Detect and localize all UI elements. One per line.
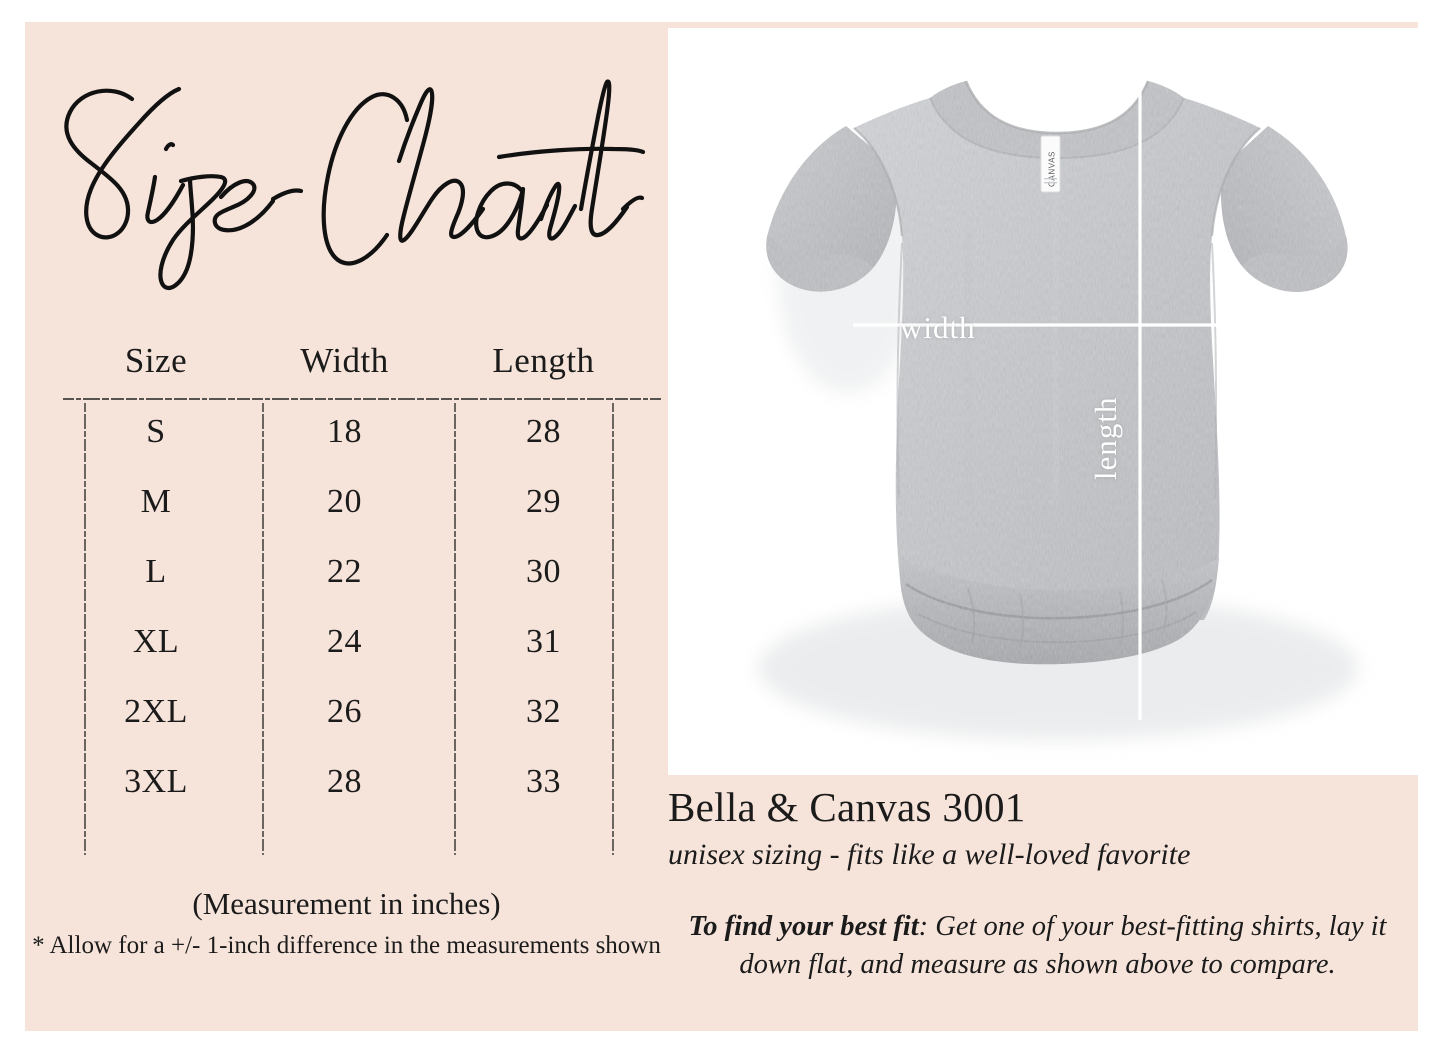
cell-size: 2XL	[124, 693, 188, 730]
fit-instructions: To find your best fit: Get one of your b…	[655, 908, 1420, 984]
table-row: 3XL 28 33	[65, 747, 645, 817]
width-measurement-label: width	[900, 310, 976, 345]
table-row: 2XL 26 32	[65, 677, 645, 747]
page-title-script-art	[64, 79, 646, 291]
neck-tag: CANVAS	[1040, 135, 1061, 193]
table-row: M 20 29	[65, 467, 645, 537]
cell-size: S	[146, 413, 166, 450]
cell-width: 22	[327, 553, 362, 590]
product-tagline: unisex sizing - fits like a well-loved f…	[668, 838, 1191, 871]
size-table: Size Width Length S 18 28 M 20 29	[65, 337, 645, 817]
page-title: Size Chart	[35, 57, 655, 302]
cell-width: 28	[327, 763, 362, 800]
product-name: Bella & Canvas 3001	[668, 784, 1026, 830]
length-measurement-label: length	[1088, 396, 1123, 481]
fit-instructions-lead: To find your best fit	[688, 911, 919, 942]
cell-length: 29	[526, 483, 561, 520]
fit-instructions-body: : Get one of your best-fitting shirts, l…	[739, 911, 1387, 980]
cell-length: 30	[526, 553, 561, 590]
left-column: Size Chart	[25, 22, 668, 1031]
cell-length: 28	[526, 413, 561, 450]
table-row: S 18 28	[65, 397, 645, 467]
table-row: L 22 30	[65, 537, 645, 607]
measurement-unit-note: (Measurement in inches)	[192, 886, 501, 921]
cell-size: M	[140, 483, 172, 520]
column-header-size: Size	[124, 341, 188, 380]
cell-width: 26	[327, 693, 362, 730]
size-table-wrapper: Size Width Length S 18 28 M 20 29	[25, 337, 668, 867]
measurement-guide-lines	[853, 28, 1248, 720]
cell-width: 24	[327, 623, 362, 660]
table-row: XL 24 31	[65, 607, 645, 677]
column-header-width: Width	[300, 341, 389, 380]
cell-width: 18	[327, 413, 362, 450]
cell-length: 31	[526, 623, 561, 660]
product-photo-panel: CANVAS width length	[668, 28, 1418, 775]
cell-size: XL	[132, 623, 180, 660]
column-header-length: Length	[492, 341, 595, 380]
tshirt-flatlay-photo: CANVAS	[668, 28, 1418, 775]
cell-size: 3XL	[124, 763, 188, 800]
cell-width: 20	[327, 483, 362, 520]
cell-length: 33	[526, 763, 561, 800]
cell-size: L	[145, 553, 167, 590]
svg-text:CANVAS: CANVAS	[1048, 151, 1057, 187]
tolerance-note: * Allow for a +/- 1-inch difference in t…	[32, 932, 661, 959]
cell-length: 32	[526, 693, 561, 730]
table-header-row: Size Width Length	[65, 337, 645, 397]
